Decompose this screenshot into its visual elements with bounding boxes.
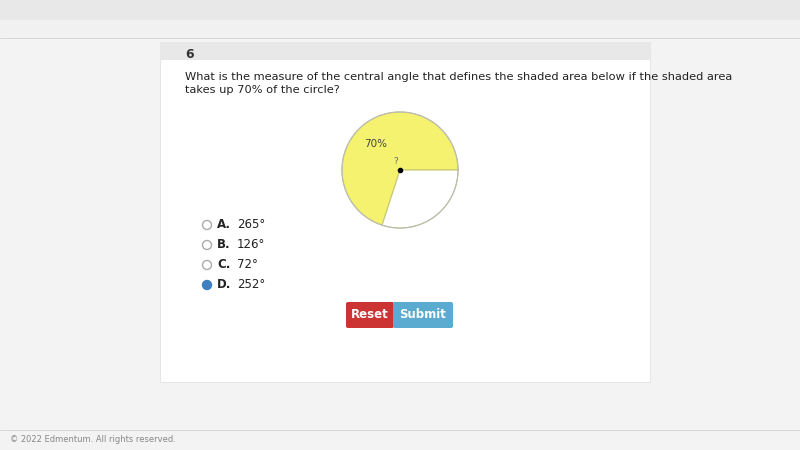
Text: D.: D. xyxy=(217,279,231,292)
Bar xyxy=(0,0,800,20)
Circle shape xyxy=(202,261,211,270)
Text: 70%: 70% xyxy=(364,139,386,149)
Bar xyxy=(160,42,650,382)
Bar xyxy=(0,20,800,38)
Text: A.: A. xyxy=(217,219,231,231)
FancyBboxPatch shape xyxy=(393,302,453,328)
Text: Submit: Submit xyxy=(399,309,446,321)
Text: 265°: 265° xyxy=(237,219,266,231)
FancyBboxPatch shape xyxy=(346,302,394,328)
Circle shape xyxy=(202,240,211,249)
Text: 252°: 252° xyxy=(237,279,266,292)
Text: takes up 70% of the circle?: takes up 70% of the circle? xyxy=(185,85,340,95)
Polygon shape xyxy=(342,112,458,225)
Circle shape xyxy=(202,220,211,230)
Text: 6: 6 xyxy=(185,49,194,62)
Circle shape xyxy=(202,280,211,289)
Text: ?: ? xyxy=(394,158,398,166)
Text: C.: C. xyxy=(217,258,230,271)
Text: © 2022 Edmentum. All rights reserved.: © 2022 Edmentum. All rights reserved. xyxy=(10,436,176,445)
Text: B.: B. xyxy=(217,238,230,252)
Text: Reset: Reset xyxy=(351,309,389,321)
Bar xyxy=(160,42,650,60)
Text: 72°: 72° xyxy=(237,258,258,271)
Polygon shape xyxy=(382,170,458,228)
Text: 126°: 126° xyxy=(237,238,266,252)
Text: What is the measure of the central angle that defines the shaded area below if t: What is the measure of the central angle… xyxy=(185,72,732,82)
